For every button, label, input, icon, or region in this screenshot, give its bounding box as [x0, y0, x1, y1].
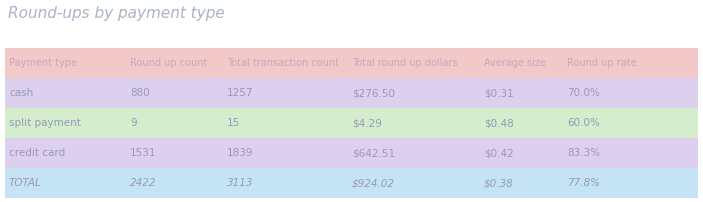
Bar — [5, 48, 698, 78]
Bar — [5, 108, 698, 138]
Text: 9: 9 — [130, 118, 137, 128]
Text: cash: cash — [9, 88, 33, 98]
Text: Round up count: Round up count — [130, 58, 207, 68]
Text: 15: 15 — [227, 118, 240, 128]
Text: Average size: Average size — [484, 58, 546, 68]
Bar — [5, 168, 698, 198]
Text: 1839: 1839 — [227, 148, 254, 158]
Text: Total round up dollars: Total round up dollars — [352, 58, 458, 68]
Text: 1257: 1257 — [227, 88, 254, 98]
Text: 3113: 3113 — [227, 178, 254, 188]
Text: 60.0%: 60.0% — [567, 118, 600, 128]
Text: 1531: 1531 — [130, 148, 157, 158]
Text: credit card: credit card — [9, 148, 65, 158]
Text: 2422: 2422 — [130, 178, 157, 188]
Text: Total transaction count: Total transaction count — [227, 58, 340, 68]
Text: $0.31: $0.31 — [484, 88, 513, 98]
Text: TOTAL: TOTAL — [9, 178, 41, 188]
Bar — [5, 138, 698, 168]
Text: $642.51: $642.51 — [352, 148, 395, 158]
Text: Payment type: Payment type — [9, 58, 77, 68]
Text: Round-ups by payment type: Round-ups by payment type — [8, 6, 225, 21]
Text: $4.29: $4.29 — [352, 118, 382, 128]
Text: 77.8%: 77.8% — [567, 178, 600, 188]
Text: Round up rate: Round up rate — [567, 58, 636, 68]
Bar — [5, 78, 698, 108]
Text: 83.3%: 83.3% — [567, 148, 600, 158]
Text: $0.48: $0.48 — [484, 118, 513, 128]
Text: split payment: split payment — [9, 118, 81, 128]
Text: $0.42: $0.42 — [484, 148, 513, 158]
Text: 70.0%: 70.0% — [567, 88, 600, 98]
Text: 880: 880 — [130, 88, 150, 98]
Text: $276.50: $276.50 — [352, 88, 395, 98]
Text: $924.02: $924.02 — [352, 178, 395, 188]
Text: $0.38: $0.38 — [484, 178, 513, 188]
